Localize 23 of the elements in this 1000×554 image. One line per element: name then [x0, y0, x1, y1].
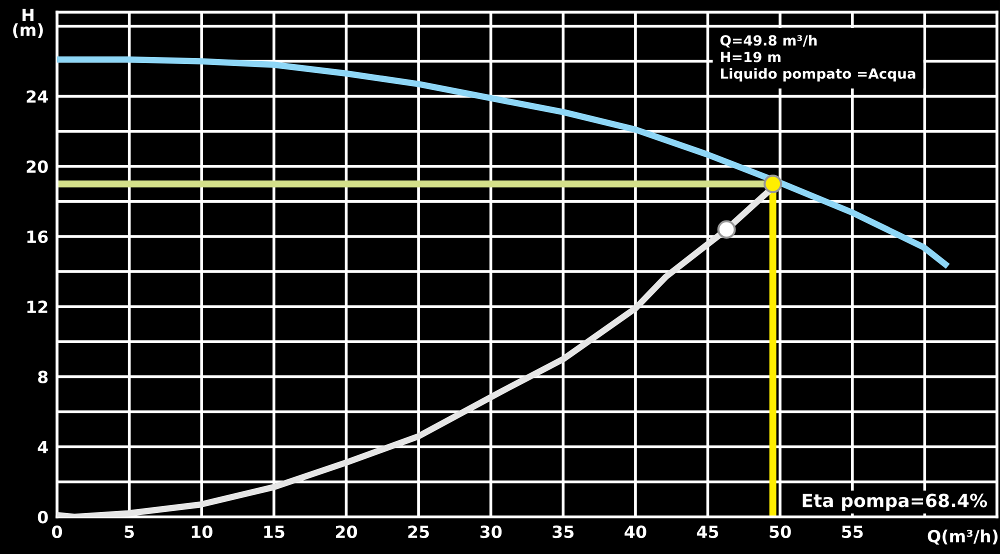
y-axis-title: H (m): [13, 8, 43, 38]
x-tick-label: 0: [52, 526, 62, 538]
x-tick-label: 50: [770, 526, 791, 538]
x-tick-label: 55: [842, 526, 863, 538]
x-tick-label: 20: [336, 526, 358, 538]
x-tick-label: 45: [696, 526, 718, 538]
y-tick-label: 8: [38, 370, 48, 384]
x-tick-label: 35: [552, 526, 574, 538]
y-tick-label: 24: [26, 90, 48, 103]
x-tick-label: 10: [192, 526, 212, 538]
y-tick-label: 0: [38, 510, 48, 524]
x-tick-label: 25: [408, 526, 429, 538]
x-axis-title: Q(m³/h): [928, 530, 998, 545]
y-tick-label: 16: [27, 230, 48, 244]
y-tick-label: 20: [26, 160, 48, 173]
x-tick-label: 40: [624, 526, 646, 538]
y-tick-label: 12: [27, 300, 48, 313]
x-tick-label: 5: [124, 526, 134, 538]
annotation: Q=49.8 m³/h H=19 m Liquido pompato =Acqua: [720, 34, 916, 82]
annotation: Eta pompa=68.4%: [802, 494, 988, 511]
x-tick-label: 30: [480, 526, 502, 538]
y-tick-label: 4: [38, 440, 48, 454]
x-tick-label: 15: [264, 526, 284, 538]
